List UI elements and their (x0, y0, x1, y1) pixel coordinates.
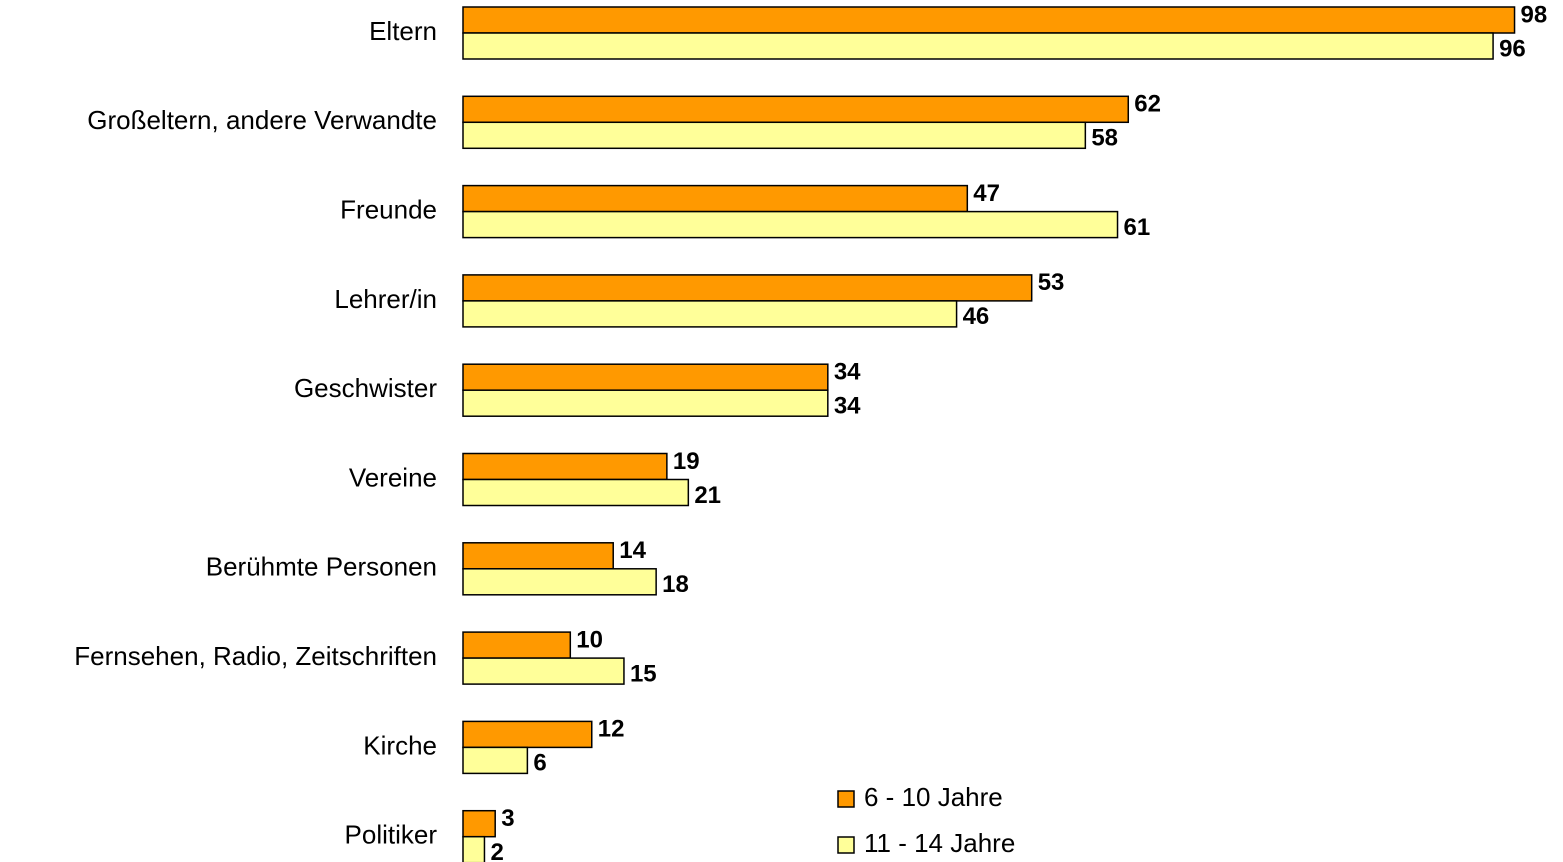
category-label: Kirche (363, 730, 437, 760)
bar (462, 478, 690, 507)
value-label: 34 (834, 393, 861, 420)
bar (462, 631, 572, 659)
bar (462, 720, 593, 749)
value-label: 18 (662, 571, 689, 598)
value-label: 98 (1521, 1, 1548, 28)
category-label: Berühmte Personen (206, 552, 437, 582)
category-label: Eltern (369, 16, 437, 46)
value-label: 12 (598, 716, 625, 743)
bar (462, 835, 486, 862)
bar (462, 568, 657, 596)
value-label: 19 (673, 448, 700, 475)
value-label: 2 (490, 839, 503, 862)
value-label: 10 (576, 626, 603, 653)
bar (462, 6, 1516, 34)
value-label: 15 (630, 660, 657, 687)
value-label: 14 (619, 537, 646, 564)
category-label: Vereine (349, 462, 437, 492)
bar (462, 542, 614, 570)
value-label: 58 (1091, 125, 1118, 152)
bar (462, 300, 958, 328)
value-label: 61 (1124, 214, 1151, 241)
bar (462, 210, 1119, 239)
legend-swatch (837, 836, 855, 854)
value-label: 34 (834, 359, 861, 386)
category-label: Politiker (345, 820, 438, 850)
bar (462, 452, 668, 481)
value-label: 6 (533, 750, 546, 777)
bar (462, 389, 829, 417)
legend-swatch (837, 790, 855, 808)
legend-label: 6 - 10 Jahre (864, 782, 1003, 812)
bar (462, 32, 1494, 60)
value-label: 21 (694, 482, 721, 509)
value-label: 3 (501, 805, 514, 832)
bar (462, 746, 529, 775)
category-label: Geschwister (294, 373, 437, 403)
value-label: 47 (973, 180, 1000, 207)
value-label: 46 (963, 303, 990, 330)
bar (462, 363, 829, 391)
bar (462, 184, 969, 213)
legend-label: 11 - 14 Jahre (864, 828, 1015, 858)
bar (462, 657, 625, 685)
bar (462, 121, 1087, 150)
value-label: 62 (1134, 91, 1161, 118)
category-label: Fernsehen, Radio, Zeitschriften (74, 641, 437, 671)
category-label: Lehrer/in (334, 284, 437, 314)
bar (462, 809, 496, 838)
bar (462, 95, 1130, 124)
value-label: 96 (1499, 35, 1526, 62)
bar (462, 274, 1033, 302)
value-label: 53 (1038, 269, 1065, 296)
category-label: Großeltern, andere Verwandte (87, 105, 437, 135)
category-label: Freunde (340, 194, 437, 224)
